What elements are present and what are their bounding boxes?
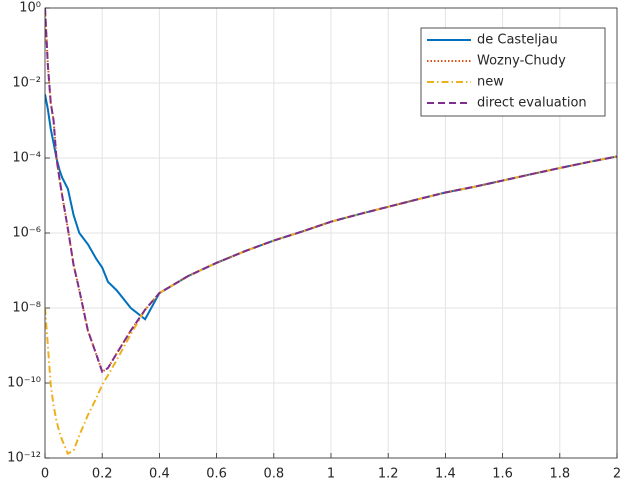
x-tick-label: 0.6 [206, 467, 227, 482]
series-line [45, 8, 617, 374]
x-tick-label: 1 [327, 467, 335, 482]
axes-box [44, 7, 618, 459]
legend-label: new [477, 75, 504, 90]
legend-box [420, 27, 606, 117]
x-tick-label: 1.4 [435, 467, 456, 482]
y-tick-label: 10⁻² [12, 76, 41, 91]
legend: de Casteljau Wozny-Chudy new direct evaluat… [420, 27, 606, 117]
x-tick-label: 1.2 [378, 467, 399, 482]
x-tick-label: 0.2 [92, 467, 113, 482]
y-tick-label: 10⁻⁶ [12, 226, 41, 241]
x-tick-label: 1.8 [549, 467, 570, 482]
x-tick-label: 2 [613, 467, 621, 482]
x-tick-label: 1.6 [492, 467, 513, 482]
y-tick-label: 10⁻⁸ [12, 301, 41, 316]
y-tick-label: 10⁻¹² [7, 451, 41, 466]
x-tick-label: 0.4 [149, 467, 170, 482]
x-tick-label: 0 [41, 467, 49, 482]
y-tick-label: 10⁰ [19, 1, 41, 16]
y-tick-label: 10⁻⁴ [12, 151, 41, 166]
legend-label: de Casteljau [477, 33, 558, 48]
legend-label: direct evaluation [477, 96, 587, 111]
x-tick-label: 0.8 [263, 467, 284, 482]
legend-label: Wozny-Chudy [477, 54, 566, 69]
y-tick-label: 10⁻¹⁰ [7, 376, 41, 391]
